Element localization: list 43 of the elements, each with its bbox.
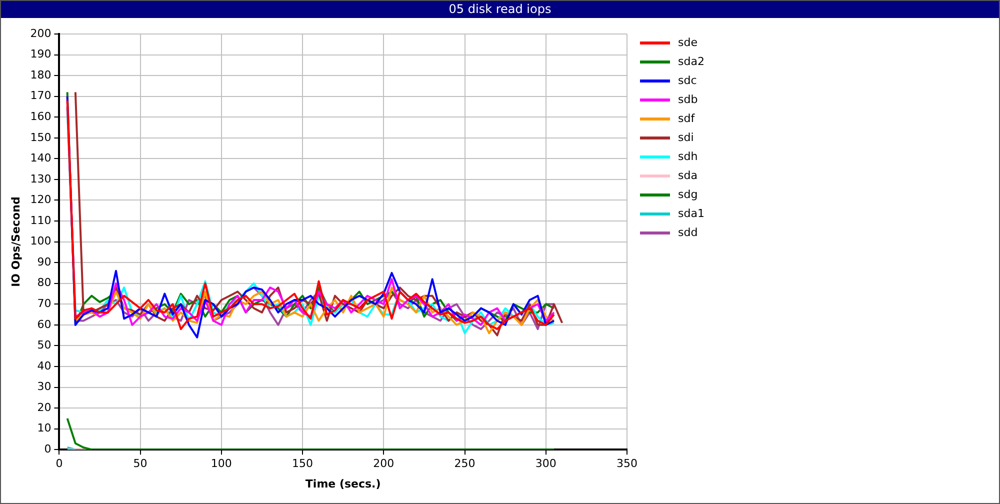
y-tick-label: 20 [37,400,52,414]
y-tick-label: 180 [30,68,52,82]
y-tick-label: 50 [37,338,52,352]
legend-label: sdh [678,150,698,163]
legend-label: sda2 [678,54,704,68]
legend-label: sdc [678,74,697,87]
x-axis-title: Time (secs.) [305,477,381,490]
legend-label: sdi [678,130,694,144]
y-tick-label: 120 [30,193,52,206]
legend-label: sdd [678,226,698,239]
x-tick-label: 100 [210,457,232,470]
y-tick-label: 200 [30,26,52,40]
y-tick-label: 190 [30,48,52,61]
y-tick-label: 150 [30,130,52,144]
y-tick-label: 90 [37,255,52,268]
y-tick-label: 70 [37,297,52,310]
x-tick-label: 250 [454,457,476,470]
chart-title: 05 disk read iops [1,1,999,18]
legend-label: sdb [678,92,698,106]
x-tick-label: 300 [535,457,556,470]
legend-label: sda1 [678,206,704,220]
y-tick-label: 130 [30,172,52,186]
legend-label: sdf [678,112,696,125]
y-axis-title: IO Ops/Second [9,196,22,287]
x-tick-label: 0 [56,457,63,470]
y-tick-label: 140 [30,152,52,165]
y-tick-label: 110 [30,214,52,227]
y-tick-label: 170 [30,89,52,102]
x-tick-label: 150 [292,457,314,470]
x-tick-label: 200 [373,457,394,470]
y-tick-label: 30 [37,380,52,394]
y-tick-label: 0 [44,442,52,456]
y-tick-label: 160 [30,110,52,123]
x-tick-label: 350 [616,457,638,470]
y-tick-label: 60 [37,318,52,331]
y-tick-label: 40 [37,359,52,372]
legend-label: sda [678,168,698,182]
y-tick-label: 80 [37,276,52,290]
y-tick-label: 10 [37,422,52,435]
x-tick-label: 50 [133,457,148,470]
legend-label: sdg [678,188,698,201]
y-tick-label: 100 [30,234,52,248]
legend-label: sde [678,36,698,49]
